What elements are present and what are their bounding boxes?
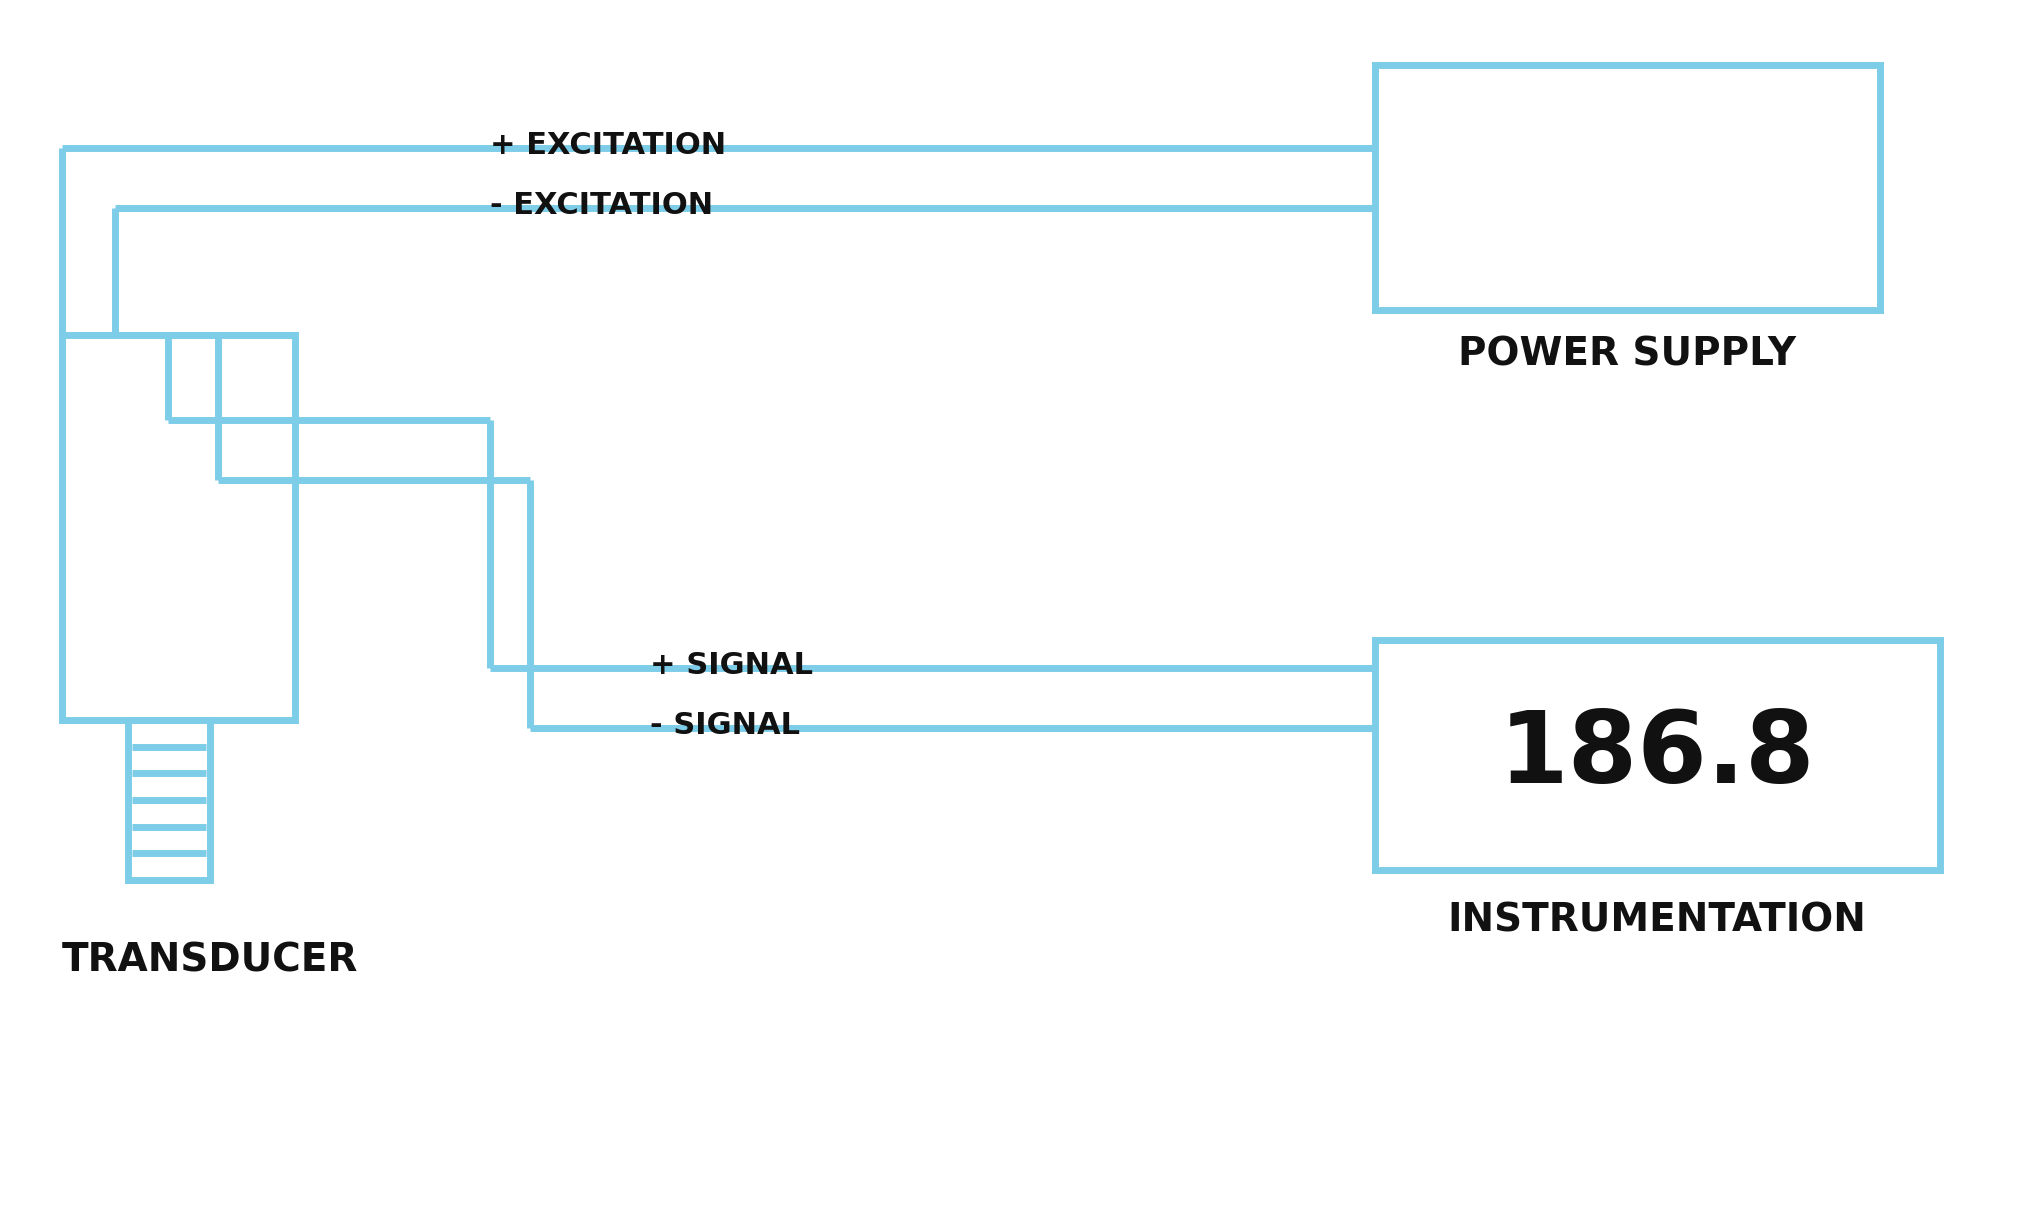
Bar <box>128 721 209 880</box>
Bar <box>63 335 294 721</box>
Text: - SIGNAL: - SIGNAL <box>650 711 800 740</box>
Text: TRANSDUCER: TRANSDUCER <box>63 941 359 978</box>
Text: + EXCITATION: + EXCITATION <box>489 130 727 159</box>
Text: 186.8: 186.8 <box>1498 706 1815 804</box>
Text: INSTRUMENTATION: INSTRUMENTATION <box>1447 901 1866 939</box>
Text: - EXCITATION: - EXCITATION <box>489 190 713 219</box>
Bar <box>1374 640 1941 870</box>
Text: + SIGNAL: + SIGNAL <box>650 651 812 680</box>
Text: POWER SUPPLY: POWER SUPPLY <box>1458 336 1797 374</box>
Bar <box>1374 65 1880 310</box>
